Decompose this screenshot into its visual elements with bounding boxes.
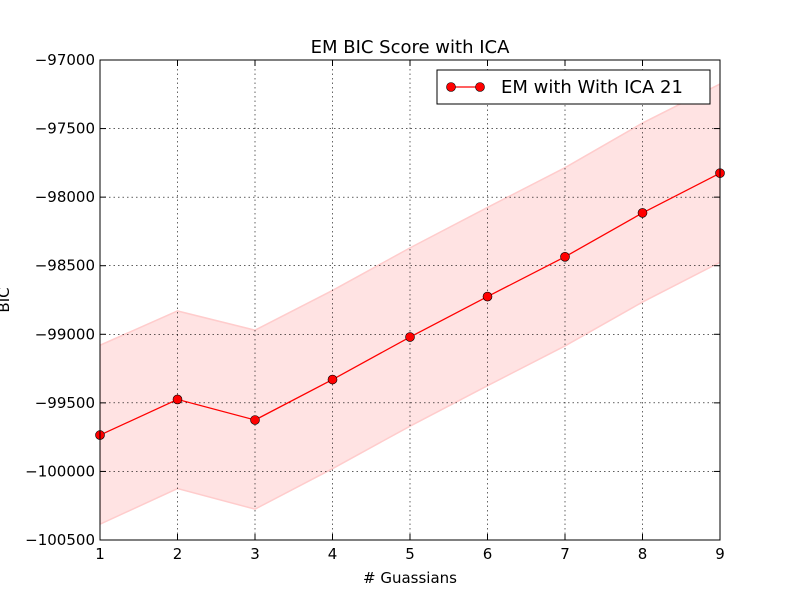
x-tick-label: 8 xyxy=(638,545,648,563)
data-point xyxy=(172,394,183,405)
y-tick-label: −99000 xyxy=(35,325,95,343)
y-tick-label: −97500 xyxy=(35,120,95,138)
legend-entry-label: EM with With ICA 21 xyxy=(501,77,683,98)
y-tick-label: −100500 xyxy=(25,531,95,549)
x-axis-label: # Guassians xyxy=(363,569,457,587)
y-tick-label: −99500 xyxy=(35,394,95,412)
x-tick-label: 5 xyxy=(405,545,415,563)
x-tick-label: 3 xyxy=(250,545,260,563)
data-point xyxy=(250,415,260,425)
chart-title: EM BIC Score with ICA xyxy=(311,37,510,58)
data-point xyxy=(482,291,493,302)
legend-marker-swatch xyxy=(475,82,485,92)
x-tick-label: 4 xyxy=(328,545,338,563)
x-tick-label: 9 xyxy=(715,545,725,563)
legend: EM with With ICA 21 xyxy=(436,69,711,105)
data-point xyxy=(637,208,648,218)
x-tick-label: 7 xyxy=(560,545,570,563)
y-tick-label: −98000 xyxy=(35,188,95,206)
data-point xyxy=(327,374,338,385)
data-point xyxy=(560,251,570,262)
y-tick-label: −98500 xyxy=(35,257,95,275)
data-point xyxy=(405,332,415,342)
legend-marker-swatch xyxy=(446,82,456,92)
x-tick-label: 1 xyxy=(95,545,105,563)
x-tick-label: 6 xyxy=(483,545,493,563)
y-axis-label: BIC xyxy=(0,287,13,312)
x-tick-label: 2 xyxy=(173,545,183,563)
y-tick-label: −100000 xyxy=(25,462,95,480)
y-tick-label: −97000 xyxy=(35,51,95,69)
